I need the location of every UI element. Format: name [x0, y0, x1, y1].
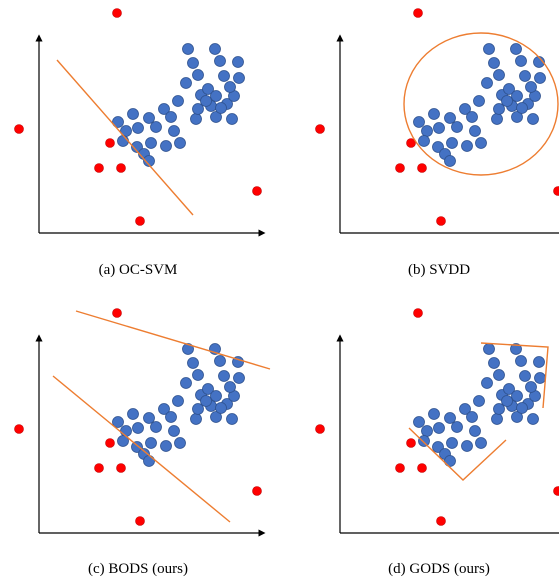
axes	[35, 334, 266, 537]
caption: (b) SVDD	[408, 262, 470, 278]
decision-boundary-lower	[408, 427, 507, 481]
inlier-points	[112, 343, 245, 467]
axes	[336, 334, 559, 534]
caption: (c) BODS (ours)	[88, 561, 188, 577]
decision-boundary-upper	[480, 342, 549, 409]
inlier-points	[413, 43, 546, 167]
decision-boundary	[56, 59, 194, 216]
caption: (a) OC-SVM	[99, 262, 178, 278]
axes	[336, 34, 559, 234]
decision-boundary	[403, 32, 559, 176]
caption: (d) GODS (ours)	[388, 561, 490, 577]
panel-a: (a) OC-SVM	[14, 8, 266, 278]
decision-boundary-upper	[75, 310, 271, 370]
panel-c: (c) BODS (ours)	[14, 308, 271, 577]
inlier-points	[112, 43, 245, 167]
axes	[35, 34, 266, 237]
decision-boundary-lower	[52, 375, 231, 523]
panel-d: (d) GODS (ours)	[315, 308, 559, 577]
panel-b: (b) SVDD	[315, 8, 559, 278]
inlier-points	[413, 343, 546, 467]
